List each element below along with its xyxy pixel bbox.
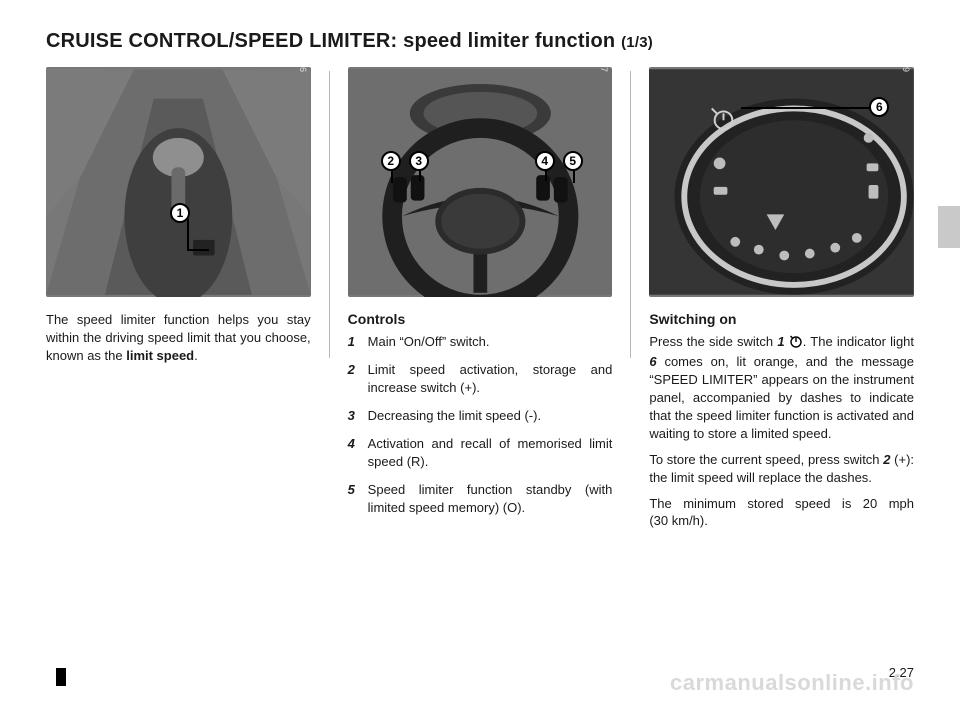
item-number: 4 xyxy=(348,435,360,471)
text-bold: limit speed xyxy=(126,348,194,363)
figure-ref-code: 35596 xyxy=(298,67,308,73)
callout-4: 4 xyxy=(535,151,555,171)
text: To store the current speed, press switch xyxy=(649,452,883,467)
watermark: carmanualsonline.info xyxy=(670,670,914,696)
leader-line xyxy=(741,107,871,109)
column-divider xyxy=(329,71,330,358)
leader-line xyxy=(187,249,209,251)
print-mark xyxy=(56,668,66,686)
callout-2: 2 xyxy=(381,151,401,171)
item-number: 3 xyxy=(348,407,360,425)
text: comes on, lit orange, and the message “S… xyxy=(649,354,914,441)
figure-instrument-panel: 35569 xyxy=(649,67,914,297)
intro-paragraph: The speed limiter function helps you sta… xyxy=(46,311,311,365)
item-number: 5 xyxy=(348,481,360,517)
list-item: 3 Decreasing the limit speed (-). xyxy=(348,407,613,425)
callout-1: 1 xyxy=(170,203,190,223)
text-ref: 1 xyxy=(777,334,784,349)
figure-steering-wheel: 35597 xyxy=(348,67,613,297)
three-column-layout: 35596 xyxy=(46,67,914,538)
speed-limiter-icon xyxy=(789,334,803,353)
list-item: 1 Main “On/Off” switch. xyxy=(348,333,613,351)
text: . The indicator light xyxy=(803,334,914,349)
callout-3: 3 xyxy=(409,151,429,171)
column-1: 35596 xyxy=(46,67,311,538)
side-tab xyxy=(938,206,960,248)
callout-5: 5 xyxy=(563,151,583,171)
text: Press the side switch xyxy=(649,334,777,349)
figure-ref-code: 35569 xyxy=(901,67,911,73)
controls-list: 1 Main “On/Off” switch. 2Limit speed acti… xyxy=(348,333,613,517)
column-2: 35597 xyxy=(348,67,613,538)
column-3: 35569 xyxy=(649,67,914,538)
leader-line xyxy=(187,219,189,251)
figure-center-console: 35596 xyxy=(46,67,311,297)
switching-on-heading: Switching on xyxy=(649,311,914,327)
item-text: Activation and recall of memorised limit… xyxy=(368,435,613,471)
text: . xyxy=(194,348,198,363)
figure-ref-code: 35597 xyxy=(599,67,609,73)
item-number: 2 xyxy=(348,361,360,397)
page-title: CRUISE CONTROL/SPEED LIMITER: speed limi… xyxy=(46,30,914,53)
item-text: Speed limiter function standby (with lim… xyxy=(368,481,613,517)
item-text: Main “On/Off” switch. xyxy=(368,333,490,351)
manual-page: CRUISE CONTROL/SPEED LIMITER: speed limi… xyxy=(0,0,960,710)
item-text: Decreasing the limit speed (-). xyxy=(368,407,541,425)
column-divider xyxy=(630,71,631,358)
page-title-suffix: (1/3) xyxy=(621,34,653,51)
text-ref: 6 xyxy=(649,354,656,369)
switching-on-paragraph-1: Press the side switch 1 . The indicator … xyxy=(649,333,914,443)
center-console-illustration xyxy=(46,67,311,297)
switching-on-paragraph-2: To store the current speed, press switch… xyxy=(649,451,914,487)
list-item: 2Limit speed activation, storage and inc… xyxy=(348,361,613,397)
item-text: Limit speed activation, storage and incr… xyxy=(368,361,613,397)
item-number: 1 xyxy=(348,333,360,351)
list-item: 4Activation and recall of memorised limi… xyxy=(348,435,613,471)
page-title-main: CRUISE CONTROL/SPEED LIMITER: speed limi… xyxy=(46,30,615,52)
list-item: 5Speed limiter function standby (with li… xyxy=(348,481,613,517)
switching-on-paragraph-3: The minimum stored speed is 20 mph (30 k… xyxy=(649,495,914,531)
controls-heading: Controls xyxy=(348,311,613,327)
